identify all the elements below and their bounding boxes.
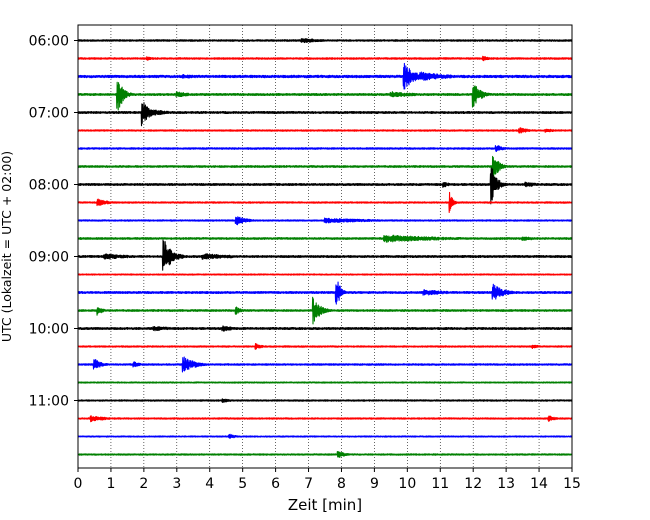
trace-0715: [77, 127, 573, 134]
vertical-grid: [110, 25, 540, 468]
trace-1130: [77, 433, 573, 439]
x-tick-label: 8: [337, 476, 346, 492]
trace-0745: [77, 155, 573, 182]
trace-1045: [77, 381, 573, 384]
trace-0945: [77, 296, 573, 325]
x-tick-label: 9: [370, 476, 379, 492]
x-tick-label: 1: [106, 476, 115, 492]
x-tick-label: 13: [497, 476, 515, 492]
seismic-traces: [77, 38, 573, 459]
y-tick-label: 09:00: [29, 250, 69, 266]
plot-frame: [77, 24, 573, 469]
trace-0645: [77, 81, 573, 111]
x-tick-label: 7: [304, 476, 313, 492]
trace-0815: [77, 191, 573, 214]
trace-0830: [77, 216, 573, 226]
trace-0930: [77, 281, 573, 305]
trace-0600: [77, 38, 573, 44]
x-axis: 0 1 2 3 4 5 6 7 8 9 10 11 12 13 14 15: [74, 468, 581, 492]
y-tick-label: 10:00: [29, 322, 69, 338]
x-tick-label: 15: [563, 476, 581, 492]
x-tick-label: 3: [172, 476, 181, 492]
trace-0630: [77, 62, 573, 90]
trace-1000: [77, 325, 573, 332]
trace-0915: [77, 273, 573, 276]
y-tick-label: 06:00: [29, 34, 69, 50]
trace-0900: [77, 239, 573, 271]
trace-0800: [77, 167, 573, 205]
trace-0845: [77, 234, 573, 243]
x-tick-label: 14: [530, 476, 548, 492]
x-tick-label: 5: [238, 476, 247, 492]
y-axis-label: UTC (Lokalzeit = UTC + 02:00): [0, 151, 14, 342]
trace-1100: [77, 398, 573, 403]
y-tick-label: 11:00: [29, 394, 69, 410]
x-tick-label: 4: [205, 476, 214, 492]
trace-1145: [77, 450, 573, 459]
trace-1015: [77, 342, 573, 350]
trace-0700: [77, 102, 573, 127]
trace-1115: [77, 415, 573, 423]
x-tick-label: 0: [74, 476, 83, 492]
y-tick-label: 07:00: [29, 106, 69, 122]
x-tick-label: 11: [431, 476, 449, 492]
trace-0730: [77, 145, 573, 152]
x-tick-label: 2: [139, 476, 148, 492]
y-axis: 06:00 07:00 08:00 09:00 10:00 11:00: [29, 34, 78, 410]
x-axis-label: Zeit [min]: [288, 496, 362, 514]
x-tick-label: 10: [398, 476, 416, 492]
x-tick-label: 6: [271, 476, 280, 492]
x-tick-label: 12: [464, 476, 482, 492]
trace-0615: [77, 55, 573, 62]
trace-1030: [77, 356, 573, 373]
y-tick-label: 08:00: [29, 178, 69, 194]
